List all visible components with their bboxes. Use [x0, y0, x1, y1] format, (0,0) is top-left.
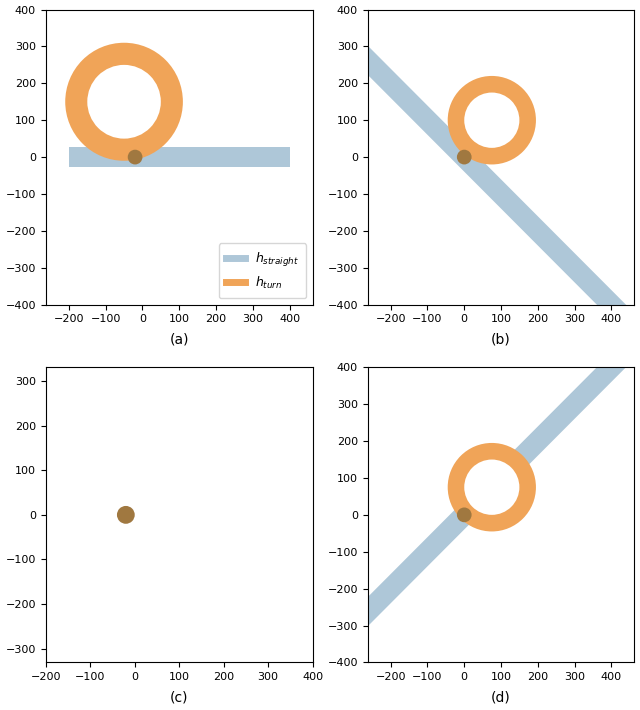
Circle shape	[128, 150, 143, 165]
X-axis label: (a): (a)	[170, 333, 189, 346]
Circle shape	[117, 506, 135, 524]
Circle shape	[65, 43, 183, 160]
X-axis label: (d): (d)	[491, 690, 511, 704]
Circle shape	[87, 65, 161, 138]
Circle shape	[457, 150, 472, 165]
Bar	[69, 147, 289, 168]
Polygon shape	[145, 195, 640, 710]
Circle shape	[457, 508, 472, 523]
Circle shape	[464, 92, 520, 148]
Circle shape	[448, 443, 536, 532]
Legend: $h_{straight}$, $h_{turn}$: $h_{straight}$, $h_{turn}$	[218, 243, 307, 298]
X-axis label: (c): (c)	[170, 690, 188, 704]
Circle shape	[464, 459, 520, 515]
Polygon shape	[145, 0, 640, 477]
Circle shape	[448, 76, 536, 165]
X-axis label: (b): (b)	[491, 333, 511, 346]
